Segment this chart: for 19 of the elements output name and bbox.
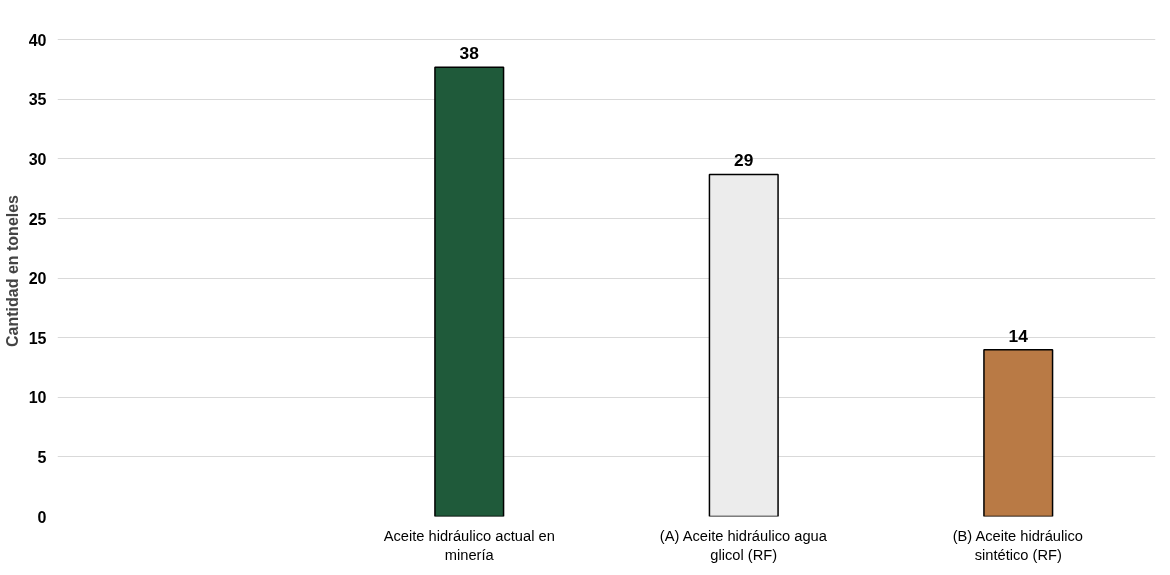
y-tick-label: 25: [28, 210, 47, 228]
bar: [983, 348, 1054, 517]
data-label: 14: [1008, 325, 1029, 346]
y-tick-label: 40: [28, 31, 47, 49]
y-axis-title: Cantidad en toneles: [3, 194, 21, 348]
y-tick-label: 30: [28, 150, 47, 168]
y-tick-label: 0: [37, 508, 47, 526]
y-tick-label: 5: [37, 448, 47, 466]
data-label: 38: [459, 43, 480, 64]
data-label: 29: [734, 150, 754, 171]
bar: [708, 173, 779, 517]
y-tick-label: 20: [28, 270, 47, 288]
y-tick-label: 10: [28, 389, 47, 407]
y-tick-label: 35: [28, 91, 47, 109]
x-tick-label: (A) Aceite hidráulico agua glicol (RF): [659, 527, 828, 563]
x-tick-label: (B) Aceite hidráulico sintético (RF): [952, 527, 1084, 563]
y-tick-label: 15: [28, 329, 47, 347]
x-tick-label: Aceite hidráulico actual en minería: [383, 527, 555, 563]
bar: [434, 66, 505, 517]
